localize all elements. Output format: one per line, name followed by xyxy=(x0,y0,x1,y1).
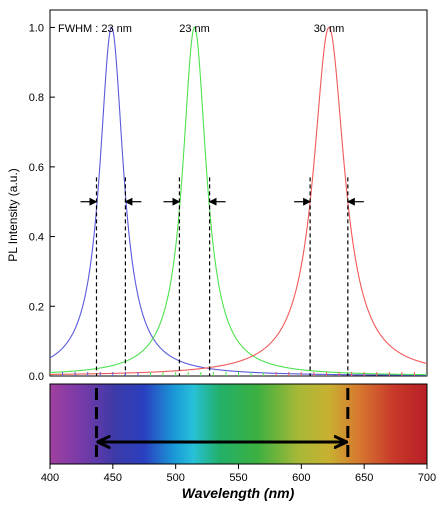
fwhm-labels: FWHM : 23 nm 23 nm 30 nm xyxy=(58,23,344,35)
y-tick-label: 0.4 xyxy=(29,232,44,244)
x-tick-label: 400 xyxy=(41,472,59,484)
series-curves xyxy=(49,26,428,376)
y-tick-label: 0.6 xyxy=(29,162,44,174)
x-tick-label: 600 xyxy=(292,472,310,484)
fwhm-label-0: FWHM : 23 nm xyxy=(58,23,132,35)
x-tick-label: 500 xyxy=(166,472,184,484)
x-tick-label: 450 xyxy=(104,472,122,484)
y-axis: 0.0 0.2 0.4 0.6 0.8 1.0 xyxy=(29,22,55,383)
fwhm-markers xyxy=(80,177,364,376)
y-tick-label: 0.0 xyxy=(29,371,44,383)
fwhm-label-1: 23 nm xyxy=(179,23,210,35)
x-axis-title: Wavelength (nm) xyxy=(182,485,295,501)
y-tick-label: 0.8 xyxy=(29,92,44,104)
series-line-1 xyxy=(49,26,428,376)
series-line-0 xyxy=(49,26,427,376)
series-line-2 xyxy=(49,26,428,375)
y-tick-label: 1.0 xyxy=(29,22,44,34)
fwhm-label-2: 30 nm xyxy=(314,23,345,35)
x-tick-label: 550 xyxy=(229,472,247,484)
y-axis-title: PL Intensity (a.u.) xyxy=(6,168,20,262)
spectrum-markers xyxy=(94,388,350,462)
spectrum-bar xyxy=(49,383,428,465)
x-axis: 400 450 500 550 600 650 700 xyxy=(41,464,436,484)
x-tick-label: 650 xyxy=(355,472,373,484)
x-minor-ticks xyxy=(62,372,415,376)
x-tick-label: 700 xyxy=(418,472,436,484)
y-tick-label: 0.2 xyxy=(29,301,44,313)
